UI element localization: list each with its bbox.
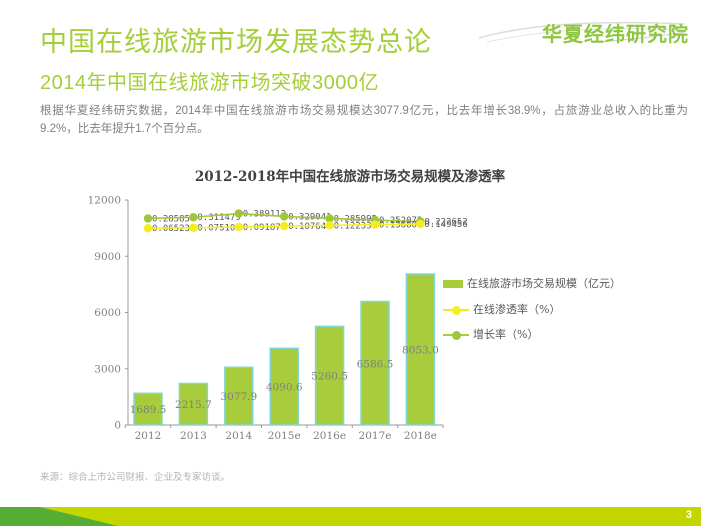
svg-text:0.311479: 0.311479 (197, 213, 240, 223)
svg-text:2014: 2014 (225, 430, 252, 442)
chart-plot-area: 0 3000 6000 9000 12000 1689.5 2215.7 3077.9 4090… (88, 195, 468, 443)
svg-text:0.091877: 0.091877 (243, 223, 286, 233)
page-number: 3 (685, 509, 692, 521)
legend-marker-growth-icon (443, 330, 469, 340)
svg-text:0.28585: 0.28585 (152, 214, 190, 224)
svg-text:2015e: 2015e (268, 430, 301, 442)
chart: 2012-2018年中国在线旅游市场交易规模及渗透率 0 3000 6000 9000… (0, 160, 701, 460)
svg-text:4090.6: 4090.6 (266, 382, 303, 394)
svg-text:12000: 12000 (88, 195, 121, 207)
svg-text:2013: 2013 (180, 430, 207, 442)
svg-text:8053.0: 8053.0 (402, 345, 439, 357)
svg-text:6586.5: 6586.5 (357, 358, 394, 370)
svg-text:0.136805: 0.136805 (379, 221, 422, 231)
svg-text:5260.5: 5260.5 (311, 371, 348, 383)
svg-text:0.065231: 0.065231 (152, 224, 195, 234)
legend-item-scale: 在线旅游市场交易规模（亿元） (443, 277, 625, 291)
slide-title: 中国在线旅游市场发展态势总论 (40, 27, 432, 57)
logo-text: 华夏经纬研究院 (542, 24, 689, 46)
svg-text:0.222652: 0.222652 (424, 218, 467, 228)
footer-bar: 3 (0, 507, 701, 526)
legend-marker-penetration-icon (443, 305, 469, 315)
legend-swatch-bar (443, 280, 463, 288)
svg-text:2018e: 2018e (404, 430, 437, 442)
svg-text:9000: 9000 (94, 251, 121, 263)
svg-text:2017e: 2017e (359, 430, 392, 442)
svg-text:2016e: 2016e (313, 430, 346, 442)
svg-text:0.122337: 0.122337 (334, 221, 377, 231)
intro-paragraph: 根据华夏经纬研究数据，2014年中国在线旅游市场交易规模达3077.9亿元，比去… (40, 105, 688, 135)
legend-item-growth: 增长率（%） (443, 328, 631, 342)
legend-label-growth: 增长率（%） (473, 328, 539, 341)
svg-text:0: 0 (114, 420, 121, 432)
legend-label-scale: 在线旅游市场交易规模（亿元） (467, 277, 621, 290)
logo: 华夏经纬研究院 (479, 8, 689, 52)
source-note: 来源：综合上市公司财报、企业及专家访谈。 (40, 472, 231, 483)
logo-swoosh-decoration (479, 21, 686, 43)
svg-text:1689.5: 1689.5 (130, 404, 167, 416)
svg-text:6000: 6000 (94, 307, 121, 319)
svg-text:2215.7: 2215.7 (175, 399, 212, 411)
footer-accent-shape (0, 507, 118, 526)
svg-text:0.149456: 0.149456 (424, 220, 467, 230)
chart-title: 2012-2018年中国在线旅游市场交易规模及渗透率 (194, 169, 506, 185)
svg-text:0.107648: 0.107648 (288, 222, 331, 232)
legend-item-penetration: 在线渗透率（%） (443, 303, 631, 317)
slide-subtitle: 2014年中国在线旅游市场突破3000亿 (40, 72, 379, 94)
svg-text:3077.9: 3077.9 (220, 391, 257, 403)
svg-text:0.075109: 0.075109 (197, 224, 240, 234)
svg-text:3000: 3000 (94, 363, 121, 375)
legend-label-penetration: 在线渗透率（%） (473, 303, 561, 316)
svg-text:2012: 2012 (135, 430, 162, 442)
